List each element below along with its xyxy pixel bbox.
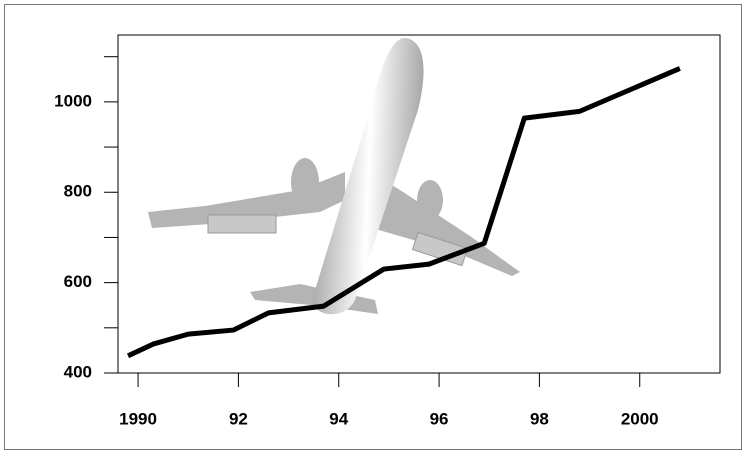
y-tick-label: 400: [64, 362, 92, 381]
x-tick-label: 98: [530, 409, 549, 428]
airplane-illustration: [148, 38, 520, 315]
data-line: [126, 66, 681, 359]
x-tick-label: 92: [229, 409, 248, 428]
y-tick-label: 800: [64, 182, 92, 201]
y-tick-label: 600: [64, 272, 92, 291]
y-tick-label: 1000: [54, 91, 92, 110]
x-tick-label: 96: [430, 409, 449, 428]
x-tick-label: 2000: [621, 409, 659, 428]
x-tick-label: 1990: [119, 409, 157, 428]
x-tick-label: 94: [329, 409, 348, 428]
